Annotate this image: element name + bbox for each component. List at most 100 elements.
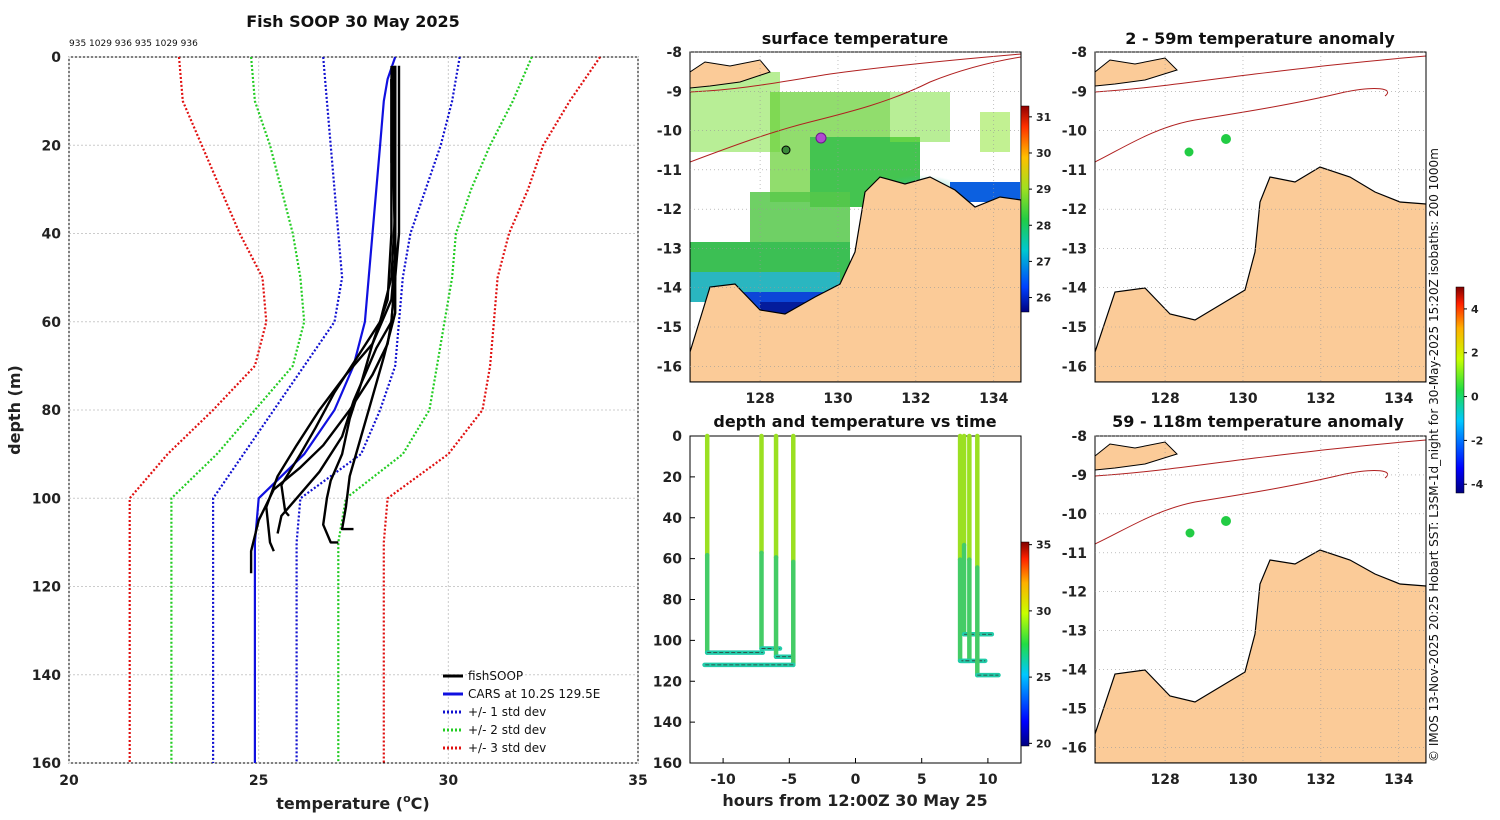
sst-isobath-1000: [690, 53, 1021, 93]
time-ytick-label: 120: [653, 674, 682, 690]
anom1-ytick-label: -14: [1062, 281, 1088, 297]
anom2-ytick-label: -13: [1062, 624, 1087, 640]
anom2-frame: [1094, 435, 1427, 764]
time-colorbar-tick-label: 20: [1036, 737, 1052, 750]
anom2-xtick-label: 134: [1384, 772, 1413, 788]
anom2-xtick-label: 128: [1150, 772, 1179, 788]
sst-title: surface temperature: [762, 29, 949, 48]
time-ytick-label: 80: [663, 593, 683, 609]
anomaly-colorbar: [1455, 286, 1465, 494]
profile-fishsoop-line: [276, 101, 397, 534]
anom1-isobath-1000: [1095, 55, 1426, 93]
time-casts: [702, 433, 1001, 678]
anom2-ytick-label: -16: [1062, 740, 1087, 756]
anom1-ticks: 128 130 132 134 -8 -9 -10 -11 -12 -13 -14 -15 -16: [1062, 45, 1426, 407]
sst-land: [690, 176, 1021, 382]
profile-ytick-label: 120: [32, 580, 61, 596]
profile-ytick-label: 160: [32, 756, 61, 772]
anom1-xtick-label: 130: [1228, 391, 1257, 407]
profile-fishsoop-lines: [249, 65, 401, 574]
sst-location-marker: [781, 145, 791, 155]
profile-ytick-label: 60: [42, 315, 62, 331]
sst-colorbar-tick-label: 31: [1036, 111, 1051, 124]
profile-ytick-label: 0: [51, 50, 61, 66]
time-ytick-label: 100: [653, 633, 682, 649]
legend-std2: +/- 2 std dev: [468, 723, 546, 737]
anom1-ytick-label: -9: [1071, 84, 1087, 100]
anomaly-colorbar-tick-label: -4: [1471, 478, 1484, 491]
sst-map: 128 130 132 134 -8 -9 -10 -11 -12 -13 -14 -15 -16 su…: [657, 29, 1052, 407]
sst-patch: [890, 92, 950, 142]
anom1-frame: [1094, 51, 1427, 383]
anom1-isobath-200: [1095, 88, 1388, 163]
anom1-title: 2 - 59m temperature anomaly: [1125, 29, 1395, 48]
profile-std-lines: [128, 56, 602, 763]
anom2-xtick-label: 130: [1228, 772, 1257, 788]
profile-std2-left-line: [170, 56, 306, 763]
profile-chart: 20 25 30 35 0 20 40 60 80 100 120 140 160 Fish SOOP …: [5, 12, 648, 813]
anom1-ytick-label: -16: [1062, 359, 1087, 375]
sst-colorbar-tick-label: 30: [1036, 147, 1052, 160]
profile-ytick-label: 80: [42, 403, 62, 419]
time-ytick-label: 60: [663, 552, 683, 568]
time-ytick-label: 0: [672, 429, 682, 445]
time-xtick-label: -10: [710, 772, 736, 788]
profile-legend: fishSOOP CARS at 10.2S 129.5E +/- 1 std …: [443, 669, 600, 755]
time-colorbar-ticks: 20 25 30 35: [1029, 539, 1052, 750]
anom1-land: [1095, 166, 1426, 382]
sst-ytick-label: -10: [657, 124, 683, 140]
sst-colorbar: [1020, 105, 1030, 313]
sst-colorbar-tick-label: 26: [1036, 292, 1052, 305]
anom1-xtick-label: 132: [1306, 391, 1335, 407]
sst-xtick-label: 128: [745, 391, 774, 407]
anom1-xtick-label: 134: [1384, 391, 1413, 407]
anom2-ytick-label: -10: [1062, 507, 1088, 523]
sst-timor-land: [690, 59, 771, 89]
profile-std2-right-line: [337, 56, 533, 763]
time-xtick-label: 0: [851, 772, 861, 788]
time-ytick-label: 140: [653, 715, 682, 731]
sst-colorbar-tick-label: 28: [1036, 219, 1051, 232]
anom1-ytick-label: -12: [1062, 202, 1087, 218]
sst-xtick-label: 130: [823, 391, 852, 407]
anomaly-colorbar-tick-label: 2: [1471, 347, 1479, 360]
anom2-xtick-label: 132: [1306, 772, 1335, 788]
anom2-ticks: 128 130 132 134 -8 -9 -10 -11 -12 -13 -14 -15 -16: [1062, 429, 1426, 788]
copyright-note: © IMOS 13-Nov-2025 20:25 Hobart SST: L3S…: [1427, 148, 1441, 762]
sst-ytick-label: -14: [657, 281, 683, 297]
anom2-location-marker: [1185, 528, 1195, 538]
legend-std1: +/- 1 std dev: [468, 705, 546, 719]
anom1-ytick-label: -10: [1062, 124, 1088, 140]
legend-cars: CARS at 10.2S 129.5E: [468, 687, 600, 701]
anomaly-map-2: 128 130 132 134 -8 -9 -10 -11 -12 -13 -14 -15 -16 59…: [1062, 286, 1484, 788]
time-colorbar: [1020, 541, 1030, 747]
anomaly-map-1: 128 130 132 134 -8 -9 -10 -11 -12 -13 -14 -15 -16 2 …: [1062, 29, 1427, 407]
profile-cars-line: [253, 56, 397, 763]
sst-ytick-label: -16: [657, 359, 682, 375]
profile-xtick-label: 35: [628, 773, 647, 789]
profile-xtick-label: 30: [439, 773, 459, 789]
anom2-timor-land: [1095, 441, 1178, 471]
anom2-ytick-label: -11: [1062, 546, 1087, 562]
anom1-xtick-label: 128: [1150, 391, 1179, 407]
sst-xtick-label: 132: [901, 391, 930, 407]
time-xtick-label: -5: [782, 772, 798, 788]
sst-map-area: [690, 52, 1021, 382]
profile-top-annotation: 935 1029 936 935 1029 936: [69, 39, 198, 49]
time-ytick-label: 40: [663, 511, 683, 527]
legend-std3: +/- 3 std dev: [468, 741, 546, 755]
profile-title: Fish SOOP 30 May 2025: [246, 12, 460, 31]
anom1-ytick-label: -13: [1062, 241, 1087, 257]
anom1-timor-land: [1095, 57, 1178, 87]
time-ytick-label: 160: [653, 756, 682, 772]
sst-colorbar-ticks: 26 27 28 29 30 31: [1029, 111, 1052, 305]
anom2-ytick-label: -12: [1062, 585, 1087, 601]
profile-ylabel: depth (m): [5, 365, 24, 455]
sst-ytick-label: -8: [666, 45, 682, 61]
anomaly-colorbar-tick-label: 4: [1471, 303, 1479, 316]
anom1-ytick-label: -8: [1071, 45, 1087, 61]
time-colorbar-tick-label: 25: [1036, 671, 1051, 684]
sst-ytick-label: -15: [657, 320, 682, 336]
